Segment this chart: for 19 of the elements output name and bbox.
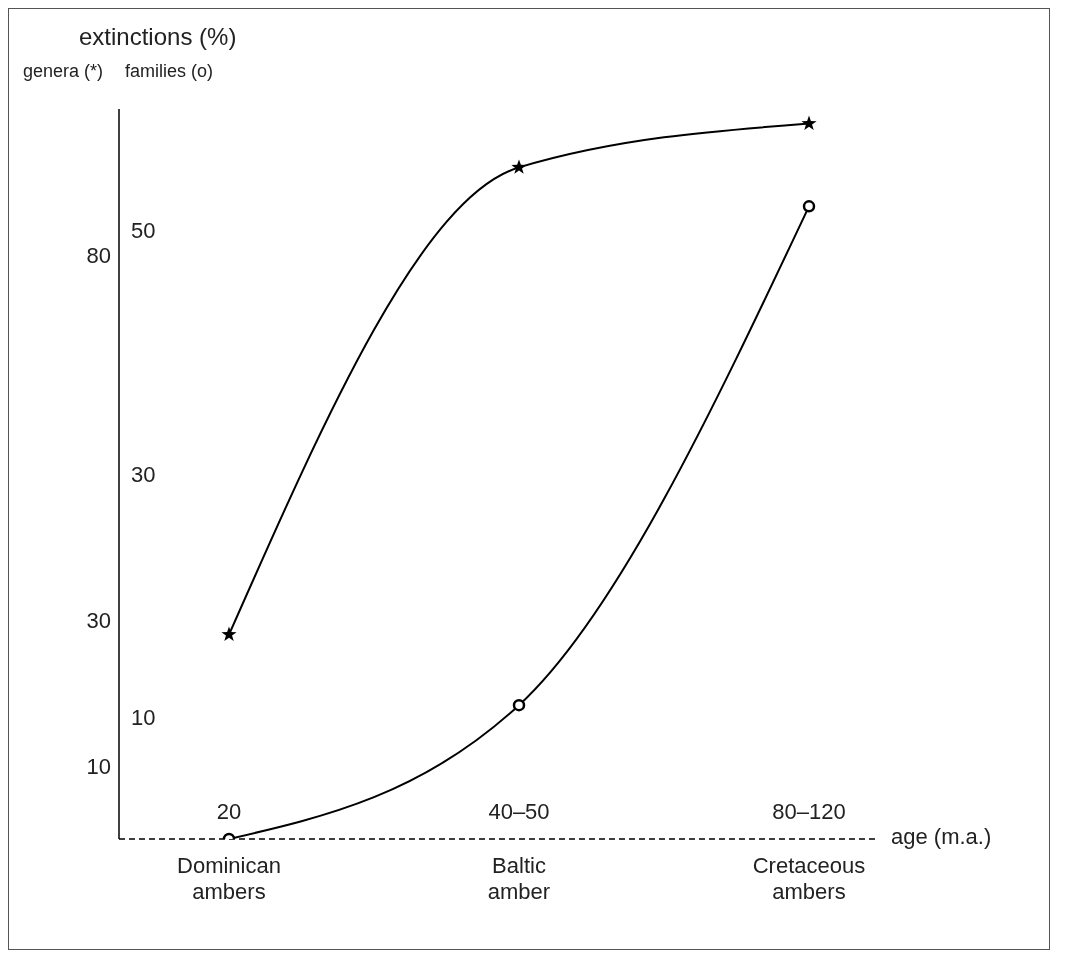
x-axis-title: age (m.a.) — [891, 824, 992, 850]
y-tick-label: 30 — [86, 607, 111, 633]
y2-tick-label: 30 — [131, 461, 156, 487]
y2-tick-label: 50 — [131, 218, 156, 244]
y-axis-title: genera (*) — [23, 61, 104, 82]
x-tick-label: Baltic amber — [487, 853, 551, 904]
point — [801, 115, 817, 131]
y2-axis-title: families (o) — [125, 61, 214, 82]
x-tick-label: Dominican ambers — [177, 853, 281, 904]
chart-title: extinctions (%) — [79, 23, 237, 51]
point — [221, 626, 237, 642]
annotation: 40–50 — [488, 799, 550, 824]
x-tick-label: Cretaceous ambers — [752, 853, 866, 904]
y-tick-label: 80 — [86, 242, 111, 268]
annotation: 20 — [216, 799, 242, 824]
annotation: 80–120 — [772, 799, 846, 824]
y2-tick-label: 10 — [131, 705, 156, 731]
y-tick-label: 10 — [86, 753, 111, 779]
point — [511, 159, 527, 174]
